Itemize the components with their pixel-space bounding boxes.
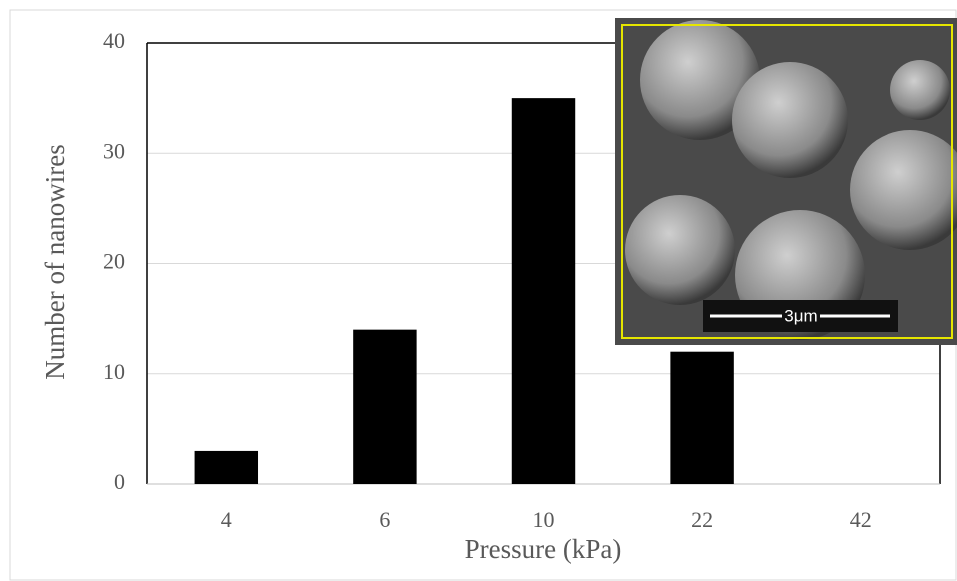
sem-inset: 3μm xyxy=(615,18,957,345)
x-tick-label: 4 xyxy=(221,507,232,532)
x-tick-label: 22 xyxy=(691,507,713,532)
bar xyxy=(511,98,576,484)
y-tick-label: 20 xyxy=(103,249,125,274)
bar xyxy=(353,329,417,484)
x-axis-title: Pressure (kPa) xyxy=(465,534,622,564)
scale-label-bg xyxy=(782,304,820,328)
inset-grain xyxy=(850,130,957,250)
y-tick-label: 10 xyxy=(103,359,125,384)
y-tick-label: 40 xyxy=(103,28,125,53)
y-tick-label: 0 xyxy=(114,469,125,494)
scale-label: 3μm xyxy=(784,306,817,325)
y-tick-label: 30 xyxy=(103,138,125,163)
plot-area: 0 10 20 30 40 4 6 10 22 42 xyxy=(103,28,941,532)
y-axis-title: Number of nanowires xyxy=(40,144,70,379)
x-tick-label: 42 xyxy=(850,507,872,532)
bar xyxy=(194,450,259,484)
inset-frame xyxy=(621,24,953,339)
inset-grain xyxy=(640,20,760,140)
inset-grain xyxy=(625,195,735,305)
x-tick-label: 10 xyxy=(533,507,555,532)
x-tick-label: 6 xyxy=(379,507,390,532)
bar xyxy=(670,351,734,484)
inset-grain xyxy=(890,60,950,120)
inset-grain xyxy=(732,62,848,178)
